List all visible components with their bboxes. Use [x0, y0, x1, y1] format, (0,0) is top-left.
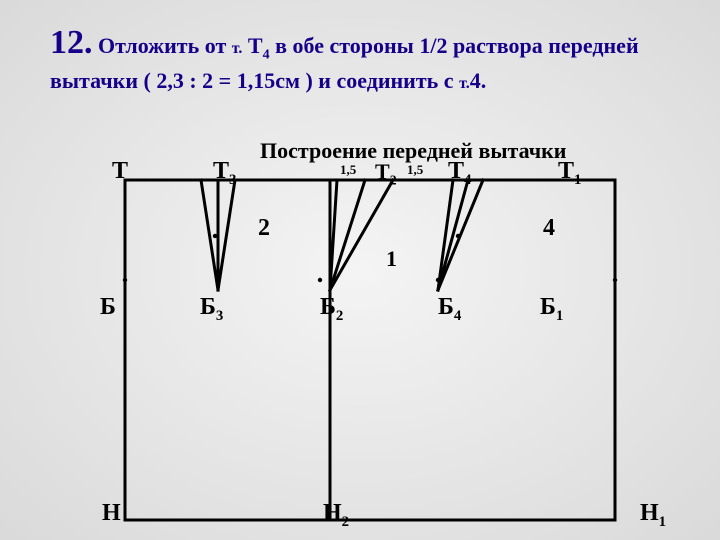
label-T: Т	[112, 158, 128, 185]
label-B3: Б3	[200, 294, 223, 325]
label-H: Н	[102, 500, 121, 527]
label-T3: Т3	[213, 158, 236, 189]
label-s15b: 1,5	[407, 162, 423, 178]
label-N2: 2	[258, 215, 270, 242]
label-B4: Б4	[438, 294, 461, 325]
label-N1: 1	[386, 246, 397, 272]
label-T1: Т1	[558, 158, 581, 189]
label-T2: Т2	[375, 159, 397, 188]
label-s15a: 1,5	[340, 162, 356, 178]
label-T4: Т4	[448, 158, 471, 189]
label-B: Б	[100, 294, 116, 321]
label-H2: Н2	[323, 500, 349, 531]
label-N4: 4	[543, 215, 555, 242]
label-H1: Н1	[640, 500, 666, 531]
label-B1: Б1	[540, 294, 563, 325]
label-B2: Б2	[320, 294, 343, 325]
pattern-diagram	[0, 0, 720, 540]
